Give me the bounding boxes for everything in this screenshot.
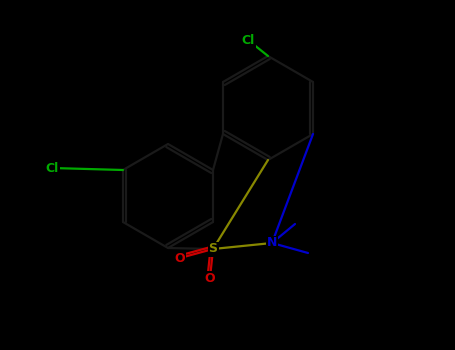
Text: O: O xyxy=(175,252,185,265)
Text: S: S xyxy=(208,243,217,256)
Text: Cl: Cl xyxy=(241,34,255,47)
Text: N: N xyxy=(267,237,277,250)
Text: Cl: Cl xyxy=(46,161,59,175)
Text: O: O xyxy=(205,272,215,285)
